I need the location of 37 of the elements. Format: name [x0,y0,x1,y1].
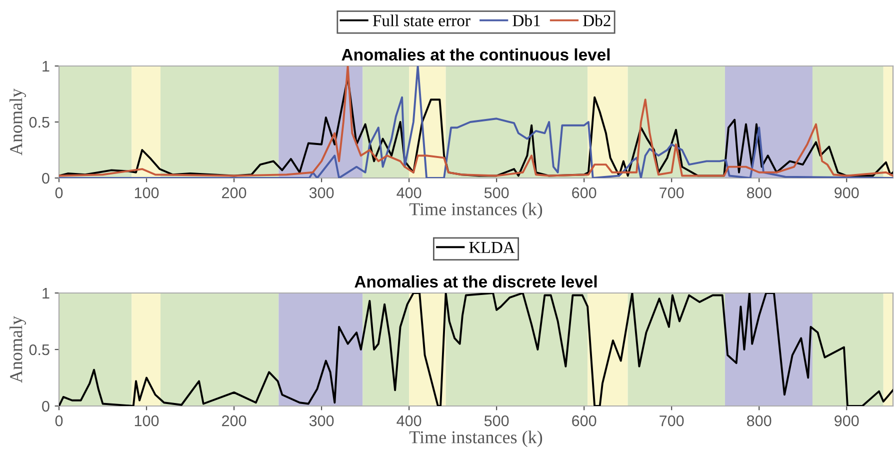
x-tick-label: 0 [55,187,63,198]
legend-label: Db1 [512,14,540,26]
y-tick-label: 1 [42,61,50,72]
x-tick-label: 300 [309,415,334,426]
x-tick-label: 900 [834,187,859,198]
x-tick-label: 400 [396,187,422,198]
x-tick-label: 200 [222,187,246,198]
y-tick-label: 0.5 [29,116,50,128]
x-tick-label: 400 [396,415,422,426]
y-tick-label: 0 [42,400,50,412]
x-tick-label: 600 [572,415,596,426]
x-tick-label: 900 [834,415,859,426]
y-tick-label: 0 [42,172,50,184]
y-tick-label: 0.5 [29,344,50,356]
x-axis-title: Time instances (k) [409,430,542,448]
x-tick-label: 100 [134,415,159,426]
x-tick-label: 800 [747,187,772,198]
x-tick-label: 700 [660,415,684,426]
y-axis-title: Anomaly [10,316,26,383]
legend-label: KLDA [469,242,515,253]
x-tick-label: 200 [222,415,246,426]
legend-label: Db2 [583,14,610,26]
x-tick-label: 0 [55,415,63,426]
x-axis-title: Time instances (k) [409,202,542,220]
x-tick-label: 300 [309,187,334,198]
legend-label: Full state error [372,14,470,26]
chart-title: Anomalies at the continuous level [342,48,610,61]
x-tick-label: 100 [134,187,159,198]
chart-title: Anomalies at the discrete level [354,275,597,288]
y-axis-title: Anomaly [10,88,26,156]
x-tick-label: 700 [660,187,684,198]
y-tick-label: 1 [42,288,50,299]
x-tick-label: 600 [572,187,596,198]
line-series [59,293,893,406]
x-tick-label: 500 [484,415,509,426]
x-tick-label: 500 [484,187,509,198]
x-tick-label: 800 [747,415,772,426]
